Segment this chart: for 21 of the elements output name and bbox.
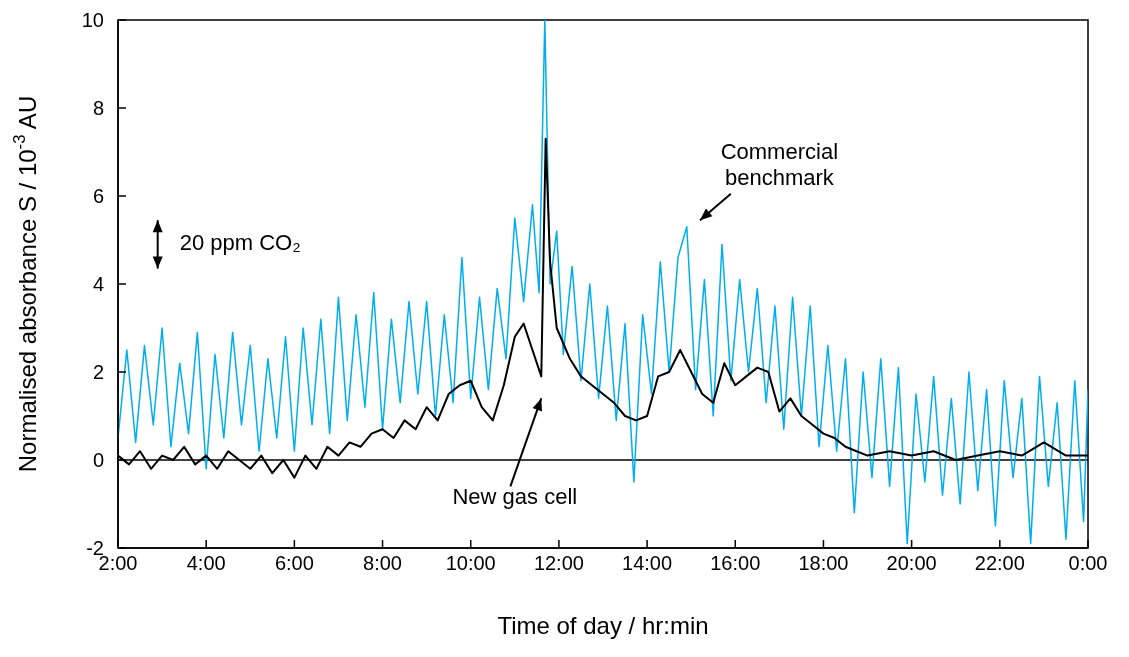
x-axis-title: Time of day / hr:min	[497, 612, 709, 639]
x-tick-label: 20:00	[886, 552, 937, 575]
x-tick-label: 14:00	[622, 552, 673, 575]
annotation: 20 ppm CO₂	[179, 230, 301, 256]
y-tick-label: 4	[92, 273, 104, 296]
text: Commercial benchmark	[719, 138, 840, 191]
y-tick-label: 10	[81, 9, 104, 32]
text: New gas cell	[451, 484, 579, 511]
x-tick-label: 10:00	[445, 552, 496, 575]
x-tick-label: 18:00	[798, 552, 849, 575]
y-tick-label: 8	[92, 97, 104, 120]
y-tick-label: 2	[92, 361, 104, 384]
x-tick-label: 22:00	[974, 552, 1025, 575]
x-tick-label: 16:00	[710, 552, 761, 575]
x-tick-label: 0:00	[1068, 552, 1108, 575]
y-tick-label: 6	[92, 185, 104, 208]
y-tick-label: 0	[92, 449, 104, 472]
x-tick-label: 6:00	[274, 552, 314, 575]
x-tick-label: 8:00	[363, 552, 403, 575]
x-tick-label: 4:00	[186, 552, 226, 575]
x-tick-label: 12:00	[533, 552, 584, 575]
